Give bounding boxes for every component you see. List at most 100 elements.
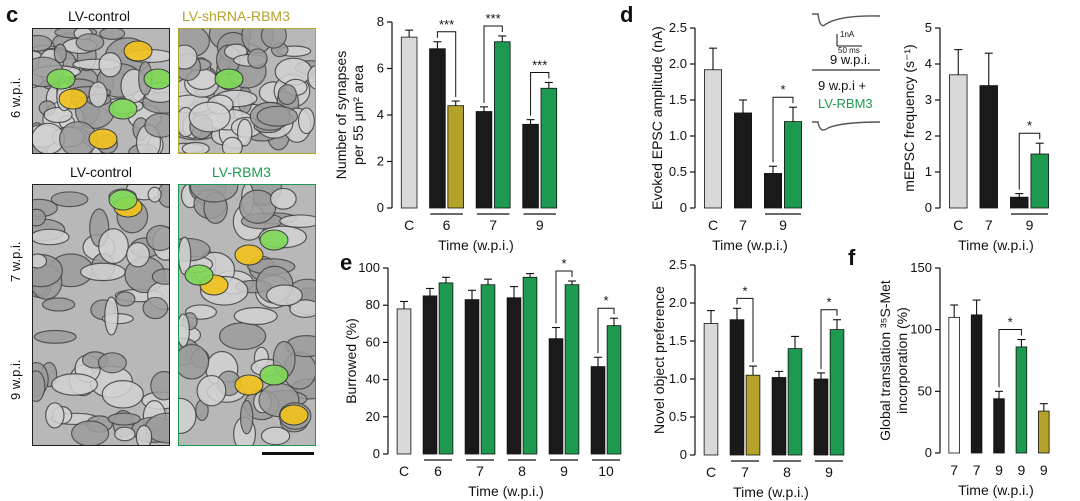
y-tick-label: 6 bbox=[377, 61, 384, 76]
x-tick-label: 6 bbox=[443, 217, 451, 233]
bar bbox=[829, 329, 845, 456]
bar bbox=[729, 319, 745, 456]
y-tick-label: 0.5 bbox=[669, 409, 687, 424]
x-tick-label: 9 bbox=[779, 217, 787, 233]
bar bbox=[606, 325, 622, 455]
bar bbox=[771, 377, 787, 456]
chart-epsc: 0 0.5 1.0 1.5 2.0 2.5 Evoked EPSC amplitude (n… bbox=[649, 20, 803, 253]
y-axis-label: Number of synapses bbox=[333, 51, 349, 179]
x-axis-label: Time (w.p.i.) bbox=[468, 483, 544, 499]
bar bbox=[506, 297, 522, 455]
significance-bracket bbox=[736, 297, 754, 363]
y-tick-label: 3 bbox=[925, 92, 932, 107]
y-tick-label: 4 bbox=[377, 107, 384, 122]
bar bbox=[464, 299, 480, 455]
y-axis-label: Burrowed (%) bbox=[343, 318, 359, 404]
x-tick-label: 10 bbox=[598, 463, 614, 479]
significance-label: * bbox=[742, 283, 747, 298]
bar bbox=[438, 282, 454, 455]
trace-scale-time: 50 ms bbox=[838, 46, 860, 55]
significance-bracket bbox=[483, 25, 503, 103]
x-tick-label: 7 bbox=[739, 217, 747, 233]
bar bbox=[522, 123, 539, 209]
y-tick-label: 1.5 bbox=[669, 92, 687, 107]
label-lv-control-bottom: LV-control bbox=[70, 164, 132, 180]
y-tick-label: 20 bbox=[366, 409, 380, 424]
y-axis-label: incorporation (%) bbox=[894, 307, 910, 414]
x-tick-label: 6 bbox=[434, 463, 442, 479]
y-tick-label: 8 bbox=[377, 14, 384, 29]
y-tick-label: 2 bbox=[925, 128, 932, 143]
panel-letter-d: d bbox=[620, 2, 634, 27]
x-axis-label: Time (w.p.i.) bbox=[958, 237, 1034, 253]
x-tick-label: C bbox=[953, 217, 963, 233]
y-tick-label: 2.0 bbox=[669, 295, 687, 310]
y-tick-label: 0 bbox=[925, 445, 932, 460]
y-axis-label: Novel object preference bbox=[651, 286, 667, 434]
x-tick-label: 7 bbox=[950, 462, 958, 478]
y-tick-label: 0.5 bbox=[669, 164, 687, 179]
y-tick-label: 5 bbox=[925, 20, 932, 35]
bar bbox=[1010, 196, 1029, 209]
significance-label: * bbox=[1008, 315, 1013, 330]
x-tick-label: 7 bbox=[489, 217, 497, 233]
y-axis-label: Evoked EPSC amplitude (nA) bbox=[649, 26, 665, 210]
significance-label: * bbox=[603, 293, 608, 308]
y-tick-label: 1.0 bbox=[669, 371, 687, 386]
x-tick-label: 9 bbox=[1040, 462, 1048, 478]
significance-label: *** bbox=[486, 11, 501, 26]
x-tick-label: C bbox=[399, 463, 409, 479]
y-tick-label: 60 bbox=[366, 334, 380, 349]
x-tick-label: 8 bbox=[518, 463, 526, 479]
y-tick-label: 2.5 bbox=[669, 257, 687, 272]
bar bbox=[590, 366, 606, 455]
chart-mepsc: 0 1 2 3 4 5 mEPSC frequency (s⁻¹) C 7 9 Time (w.p.… bbox=[901, 20, 1049, 253]
bar bbox=[1015, 346, 1028, 454]
y-tick-label: 80 bbox=[366, 297, 380, 312]
y-tick-label: 1 bbox=[925, 164, 932, 179]
y-tick-label: 2.0 bbox=[669, 56, 687, 71]
y-tick-label: 50 bbox=[918, 383, 932, 398]
bar bbox=[564, 284, 580, 455]
panel-letter-c: c bbox=[6, 2, 19, 27]
significance-bracket bbox=[597, 307, 615, 354]
micrograph-rbm3-7-9wpi bbox=[178, 184, 316, 446]
trace-label-9wpi: 9 w.p.i. bbox=[830, 52, 871, 67]
significance-bracket bbox=[772, 96, 794, 163]
bar bbox=[949, 74, 968, 209]
y-tick-label: 1.0 bbox=[669, 128, 687, 143]
significance-bracket bbox=[555, 270, 573, 324]
y-tick-label: 100 bbox=[358, 260, 380, 275]
significance-label: * bbox=[561, 256, 566, 271]
micrograph-6wpi-control bbox=[32, 28, 170, 154]
y-tick-label: 0 bbox=[680, 447, 687, 462]
significance-bracket bbox=[820, 309, 838, 369]
y-axis-label: mEPSC frequency (s⁻¹) bbox=[901, 44, 917, 191]
y-tick-label: 2.5 bbox=[669, 20, 687, 35]
bar bbox=[429, 48, 446, 209]
x-tick-label: 8 bbox=[783, 464, 791, 480]
y-tick-label: 0 bbox=[377, 200, 384, 215]
trace-scale-current: 1nA bbox=[840, 30, 855, 39]
bar bbox=[522, 276, 538, 455]
x-tick-label: 7 bbox=[741, 464, 749, 480]
panel-letter-e: e bbox=[340, 250, 353, 275]
bar bbox=[1030, 153, 1049, 209]
bar bbox=[540, 87, 558, 209]
bar bbox=[494, 41, 511, 209]
significance-label: * bbox=[1027, 118, 1032, 133]
x-tick-label: C bbox=[706, 464, 716, 480]
significance-label: * bbox=[826, 295, 831, 310]
label-lv-shrna-rbm3: LV-shRNA-RBM3 bbox=[182, 8, 290, 24]
significance-label: * bbox=[780, 82, 785, 97]
x-tick-label: 9 bbox=[825, 464, 833, 480]
bar bbox=[475, 111, 493, 209]
bar bbox=[447, 105, 464, 209]
y-tick-label: 1.5 bbox=[669, 333, 687, 348]
trace-label-9wpi-plus: 9 w.p.i + bbox=[818, 78, 867, 93]
y-tick-label: 150 bbox=[910, 260, 932, 275]
x-tick-label: 7 bbox=[973, 462, 981, 478]
